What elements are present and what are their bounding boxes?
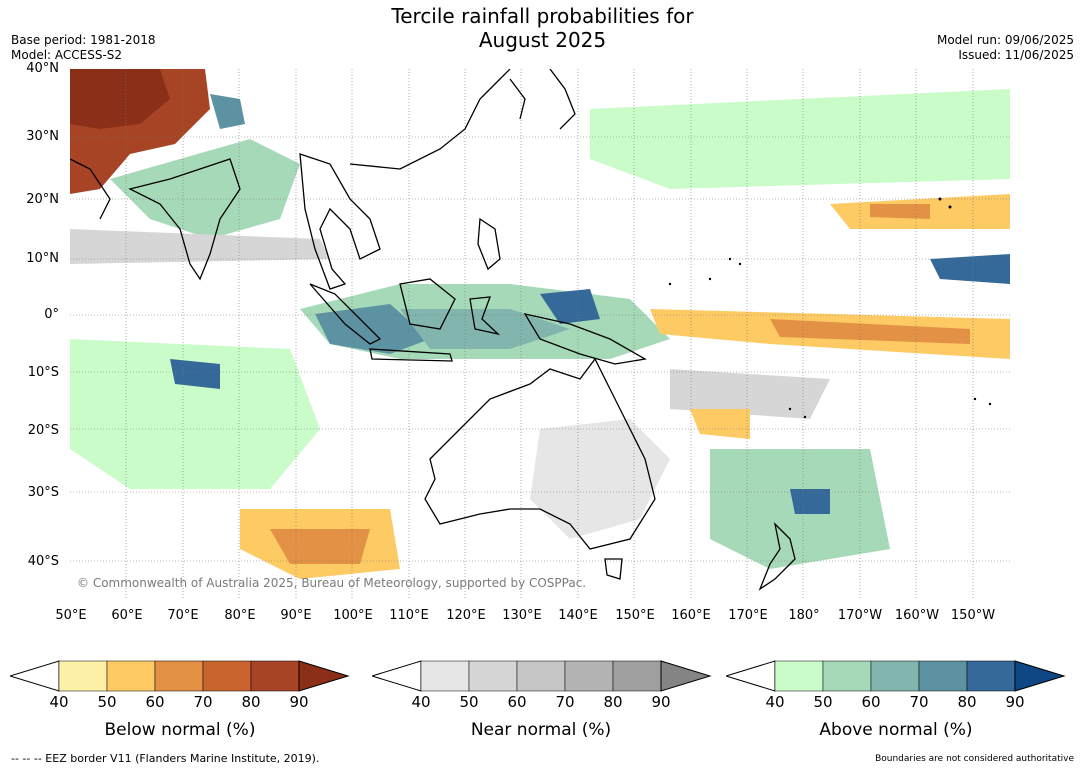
issued-date: Issued: 11/06/2025 [958, 48, 1074, 62]
lat-label: 10°N [26, 251, 59, 266]
colorbar-near-swatch [420, 660, 470, 692]
colorbar-below-swatch [250, 660, 300, 692]
colorbar-near-swatch [660, 660, 712, 692]
colorbar-near-swatch [564, 660, 614, 692]
lat-label: 30°S [27, 485, 59, 500]
colorbar-above-swatch [1014, 660, 1066, 692]
eez-border-note: -- -- -- EEZ border V11 (Flanders Marine… [11, 752, 320, 765]
lon-label: 60°E [111, 608, 143, 623]
lon-label: 100°E [333, 608, 373, 623]
colorbar-tick: 60 [861, 693, 881, 711]
lon-label: 150°W [950, 608, 996, 623]
colorbar-below-swatch [106, 660, 156, 692]
lat-label: 20°N [26, 192, 59, 207]
title-line-1: Tercile rainfall probabilities for [391, 4, 694, 28]
lon-label: 90°E [280, 608, 312, 623]
colorbar-tick: 40 [765, 693, 785, 711]
colorbar-above [726, 660, 1066, 692]
lat-label: 0° [44, 307, 59, 322]
colorbar-below [10, 660, 350, 692]
colorbar-tick: 50 [813, 693, 833, 711]
colorbar-above-swatch [870, 660, 920, 692]
model-name: Model: ACCESS-S2 [11, 48, 123, 62]
colorbar-tick: 60 [507, 693, 527, 711]
map-canvas [70, 69, 1010, 600]
colorbar-tick: 80 [241, 693, 261, 711]
title-line-2: August 2025 [478, 28, 607, 52]
probability-map: © Commonwealth of Australia 2025, Bureau… [70, 69, 1010, 600]
colorbar-tick: 80 [603, 693, 623, 711]
colorbar-above-swatch [918, 660, 968, 692]
lat-label: 40°N [26, 61, 59, 76]
lon-label: 50°E [55, 608, 87, 623]
lon-label: 160°W [894, 608, 940, 623]
colorbar-below-label: Below normal (%) [104, 720, 256, 740]
lon-label: 180° [788, 608, 820, 623]
lat-label: 30°N [26, 129, 59, 144]
colorbar-tick: 80 [957, 693, 977, 711]
meta-left: Base period: 1981-2018 Model: ACCESS-S2 [11, 33, 156, 63]
copyright-notice: © Commonwealth of Australia 2025, Bureau… [77, 576, 587, 590]
colorbar-tick: 70 [909, 693, 929, 711]
lon-label: 160°E [671, 608, 711, 623]
lon-label: 140°E [558, 608, 598, 623]
colorbar-near-swatch [468, 660, 518, 692]
colorbar-tick: 90 [289, 693, 309, 711]
base-period: Base period: 1981-2018 [11, 33, 156, 47]
lon-label: 170°W [837, 608, 883, 623]
colorbar-tick: 40 [411, 693, 431, 711]
lon-label: 150°E [615, 608, 655, 623]
colorbar-below-swatch [154, 660, 204, 692]
colorbar-above-label: Above normal (%) [819, 720, 973, 740]
colorbar-above-swatch [822, 660, 872, 692]
colorbar-below-swatch [202, 660, 252, 692]
lon-label: 70°E [167, 608, 199, 623]
colorbar-tick: 50 [97, 693, 117, 711]
colorbar-tick: 90 [651, 693, 671, 711]
colorbar-tick: 60 [145, 693, 165, 711]
boundaries-disclaimer: Boundaries are not considered authoritat… [875, 754, 1074, 764]
colorbar-near-label: Near normal (%) [470, 720, 612, 740]
colorbar-above-swatch [966, 660, 1016, 692]
lon-label: 80°E [224, 608, 256, 623]
lon-label: 120°E [446, 608, 486, 623]
colorbar-near-swatch [612, 660, 662, 692]
colorbar-below-swatch [298, 660, 350, 692]
colorbar-above-swatch [774, 660, 824, 692]
colorbar-tick: 40 [49, 693, 69, 711]
colorbar-below-swatch [58, 660, 108, 692]
lat-label: 10°S [27, 365, 59, 380]
colorbar-tick: 90 [1005, 693, 1025, 711]
colorbar-tick: 70 [555, 693, 575, 711]
meta-right: Model run: 09/06/2025 Issued: 11/06/2025 [937, 33, 1074, 63]
colorbar-tick: 70 [193, 693, 213, 711]
model-run: Model run: 09/06/2025 [936, 33, 1074, 47]
lat-label: 40°S [27, 554, 59, 569]
lat-label: 20°S [27, 423, 59, 438]
colorbar-near [372, 660, 712, 692]
lon-label: 110°E [389, 608, 429, 623]
colorbar-tick: 50 [459, 693, 479, 711]
lon-label: 130°E [502, 608, 542, 623]
map-title: Tercile rainfall probabilities for Augus… [0, 4, 1085, 52]
lon-label: 170°E [728, 608, 768, 623]
colorbar-near-swatch [516, 660, 566, 692]
